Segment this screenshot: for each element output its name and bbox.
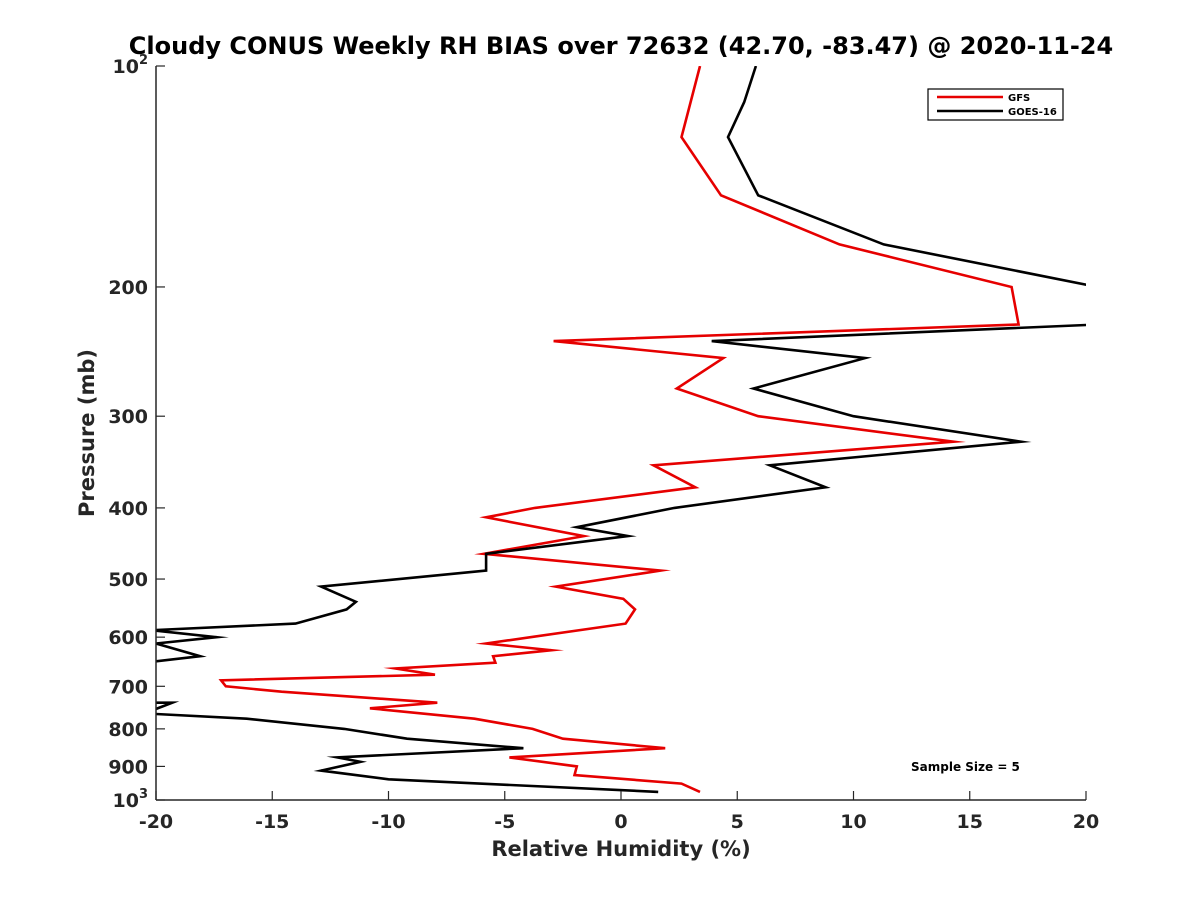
plot-area xyxy=(156,66,1086,800)
x-axis-label: Relative Humidity (%) xyxy=(491,837,750,861)
y-tick-label: 600 xyxy=(108,627,148,649)
x-tick-label: 15 xyxy=(957,811,983,833)
x-tick-label: 0 xyxy=(614,811,627,833)
legend: GFS GOES-16 xyxy=(927,88,1064,121)
x-tick-label: 10 xyxy=(840,811,866,833)
y-tick-label: 500 xyxy=(108,569,148,591)
legend-label-gfs: GFS xyxy=(1008,93,1030,104)
y-axis-label: Pressure (mb) xyxy=(75,349,99,517)
x-tick-label: -5 xyxy=(494,811,515,833)
y-tick-label: 103 xyxy=(113,787,149,812)
y-ticks: 102 200 300 400 500 600 700 800 900 103 xyxy=(108,53,165,812)
y-tick-label: 700 xyxy=(108,676,148,698)
sample-size-annotation: Sample Size = 5 xyxy=(911,760,1020,774)
chart-title: Cloudy CONUS Weekly RH BIAS over 72632 (… xyxy=(129,32,1113,60)
series-layer xyxy=(156,66,1086,794)
x-tick-label: 5 xyxy=(731,811,744,833)
y-tick-label: 400 xyxy=(108,498,148,520)
series-line-gfs xyxy=(218,66,1021,794)
x-tick-label: -20 xyxy=(139,811,173,833)
series-line-goes16 xyxy=(156,66,1086,794)
y-tick-label: 102 xyxy=(113,53,149,78)
x-ticks: -20 -15 -10 -5 0 5 10 15 20 xyxy=(139,791,1099,833)
y-tick-label: 300 xyxy=(108,406,148,428)
x-tick-label: -10 xyxy=(371,811,405,833)
x-tick-label: -15 xyxy=(255,811,289,833)
y-tick-label: 200 xyxy=(108,277,148,299)
legend-label-goes16: GOES-16 xyxy=(1008,107,1057,118)
y-tick-label: 900 xyxy=(108,756,148,778)
legend-box xyxy=(927,88,1064,121)
x-tick-label: 20 xyxy=(1073,811,1099,833)
y-tick-label: 800 xyxy=(108,719,148,741)
